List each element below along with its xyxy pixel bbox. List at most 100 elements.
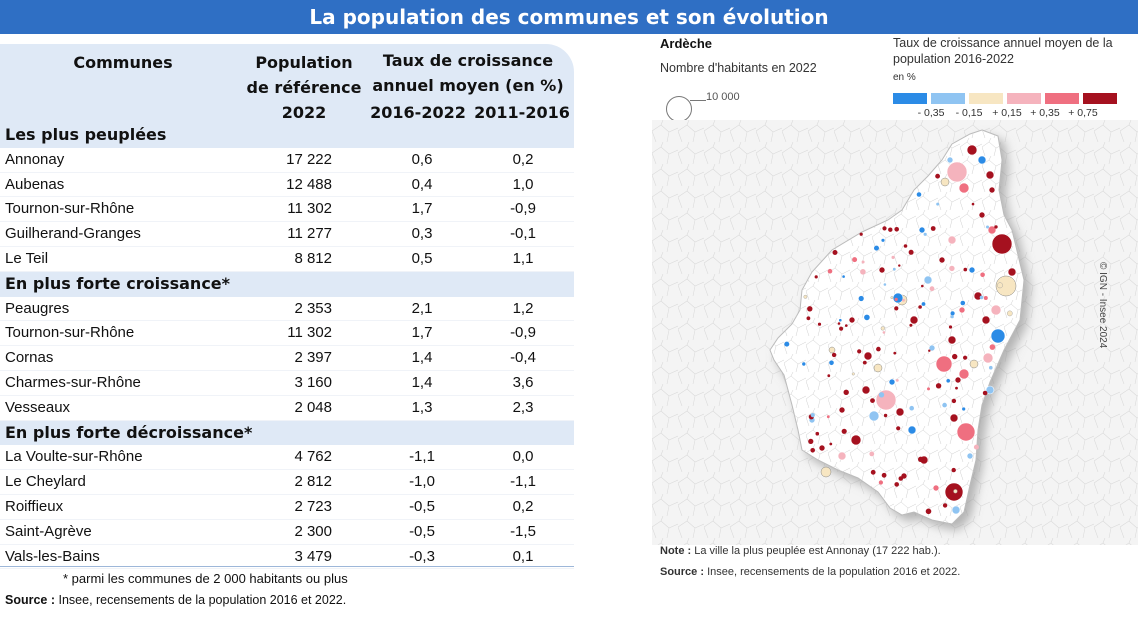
commune-dot [810, 413, 815, 418]
commune-dot [815, 431, 820, 436]
cell-taux-2016-2022: 1,7 [411, 200, 433, 218]
table-source: Source : Insee, recensements de la popul… [5, 593, 346, 607]
commune-dot [807, 306, 813, 312]
cell-population: 2 723 [294, 497, 332, 515]
table-row: Le Teil 8 812 0,5 1,1 [0, 247, 574, 272]
bubble [818, 444, 826, 452]
bubble [878, 266, 886, 274]
commune-dot [973, 444, 979, 450]
map-note-label: Note : [660, 545, 692, 557]
commune-dot [839, 318, 842, 322]
commune-dot [827, 374, 831, 378]
bubble [938, 256, 946, 264]
commune-dot [918, 456, 924, 462]
table-source-label: Source : [5, 593, 56, 607]
commune-dot [951, 467, 956, 473]
legend-swatch [1007, 93, 1041, 104]
legend-break-label: + 0,75 [1068, 107, 1098, 119]
commune-dot [935, 173, 940, 179]
table-header: Communes Population de référence 2022 Ta… [0, 44, 574, 123]
bubble [969, 359, 979, 369]
legend-swatch [1045, 93, 1079, 104]
cell-taux-2016-2022: 0,3 [411, 225, 433, 243]
commune-dot [883, 283, 887, 286]
bubble [978, 211, 986, 219]
bubble [848, 316, 856, 324]
bubble-annonay [946, 161, 968, 183]
table-row: Tournon-sur-Rhône 11 302 1,7 -0,9 [0, 197, 574, 223]
commune-dot [881, 238, 885, 242]
cell-commune: Charmes-sur-Rhône [5, 373, 141, 391]
cell-population: 2 397 [294, 349, 332, 367]
map-source: Source : Insee, recensements de la popul… [660, 566, 960, 578]
cell-taux-2016-2022: -0,5 [409, 497, 435, 515]
commune-dot [845, 324, 848, 327]
bubble [895, 407, 905, 417]
commune-dot [908, 249, 914, 255]
commune-dot [895, 379, 899, 382]
commune-dot [839, 326, 844, 331]
cell-commune: Saint-Agrève [5, 522, 92, 540]
size-legend-value: 10 000 [706, 91, 740, 103]
bubble [850, 434, 862, 446]
bubble [873, 363, 883, 373]
commune-dot [859, 232, 863, 236]
cell-commune: Annonay [5, 150, 65, 168]
commune-dot [878, 480, 883, 485]
cell-population: 4 762 [294, 448, 332, 466]
bubble [863, 351, 873, 361]
bubble [928, 344, 936, 352]
bubble [949, 413, 959, 423]
legend-break-label: - 0,35 [917, 107, 945, 119]
cell-taux-2011-2016: 0,1 [512, 547, 534, 565]
bubble-la-voulte [990, 328, 1006, 344]
table-source-text: Insee, recensements de la population 201… [58, 593, 347, 607]
header-period-2: 2011-2016 [474, 103, 570, 122]
cell-taux-2011-2016: 2,3 [512, 398, 534, 416]
commune-dot [870, 398, 875, 403]
commune-dot [963, 355, 968, 360]
commune-dot [894, 297, 898, 301]
bubble-aubenas [875, 389, 897, 411]
commune-dot [923, 232, 927, 236]
commune-dot [808, 438, 814, 444]
bubble [958, 368, 970, 380]
commune-dot [842, 275, 845, 278]
cell-population: 2 048 [294, 398, 332, 416]
commune-dot [876, 346, 881, 352]
table-row: Saint-Agrève 2 300 -0,5 -1,5 [0, 520, 574, 545]
commune-dot [891, 255, 895, 259]
bubble-tournon [991, 233, 1013, 255]
commune-dot [837, 322, 841, 325]
commune-dot [880, 326, 885, 331]
cell-commune: Aubenas [5, 175, 65, 193]
cell-taux-2016-2022: 2,1 [411, 299, 433, 317]
commune-dot [994, 225, 998, 229]
commune-dot [851, 372, 855, 376]
cell-commune: La Voulte-sur-Rhône [5, 448, 143, 466]
table-row: Tournon-sur-Rhône 11 302 1,7 -0,9 [0, 321, 574, 347]
table-row: Le Cheylard 2 812 -1,0 -1,1 [0, 470, 574, 495]
header-taux: Taux de croissance annuel moyen (en %) [362, 48, 574, 98]
table-row: Vesseaux 2 048 1,3 2,3 [0, 396, 574, 421]
cell-taux-2011-2016: -0,9 [510, 324, 536, 342]
commune-dot [898, 476, 904, 481]
map-note-text: La ville la plus peuplée est Annonay (17… [694, 545, 941, 557]
legend-swatch [931, 93, 965, 104]
cell-commune: Le Teil [5, 249, 49, 267]
cell-taux-2011-2016: 0,0 [512, 448, 534, 466]
commune-dot [952, 353, 958, 360]
table-row: Guilherand-Granges 11 277 0,3 -0,1 [0, 222, 574, 247]
bubble [861, 385, 871, 395]
map-source-label: Source : [660, 566, 705, 578]
cell-population: 3 479 [294, 547, 332, 565]
commune-dot [864, 314, 870, 321]
commune-dot [997, 282, 1003, 289]
commune-dot [925, 508, 932, 515]
bubble-le-teil [956, 422, 976, 442]
table-row: Annonay 17 222 0,6 0,2 [0, 148, 574, 173]
commune-dot [903, 244, 908, 248]
cell-taux-2011-2016: -1,5 [510, 522, 536, 540]
commune-dot [898, 264, 901, 267]
map-title: Ardèche [660, 36, 713, 51]
